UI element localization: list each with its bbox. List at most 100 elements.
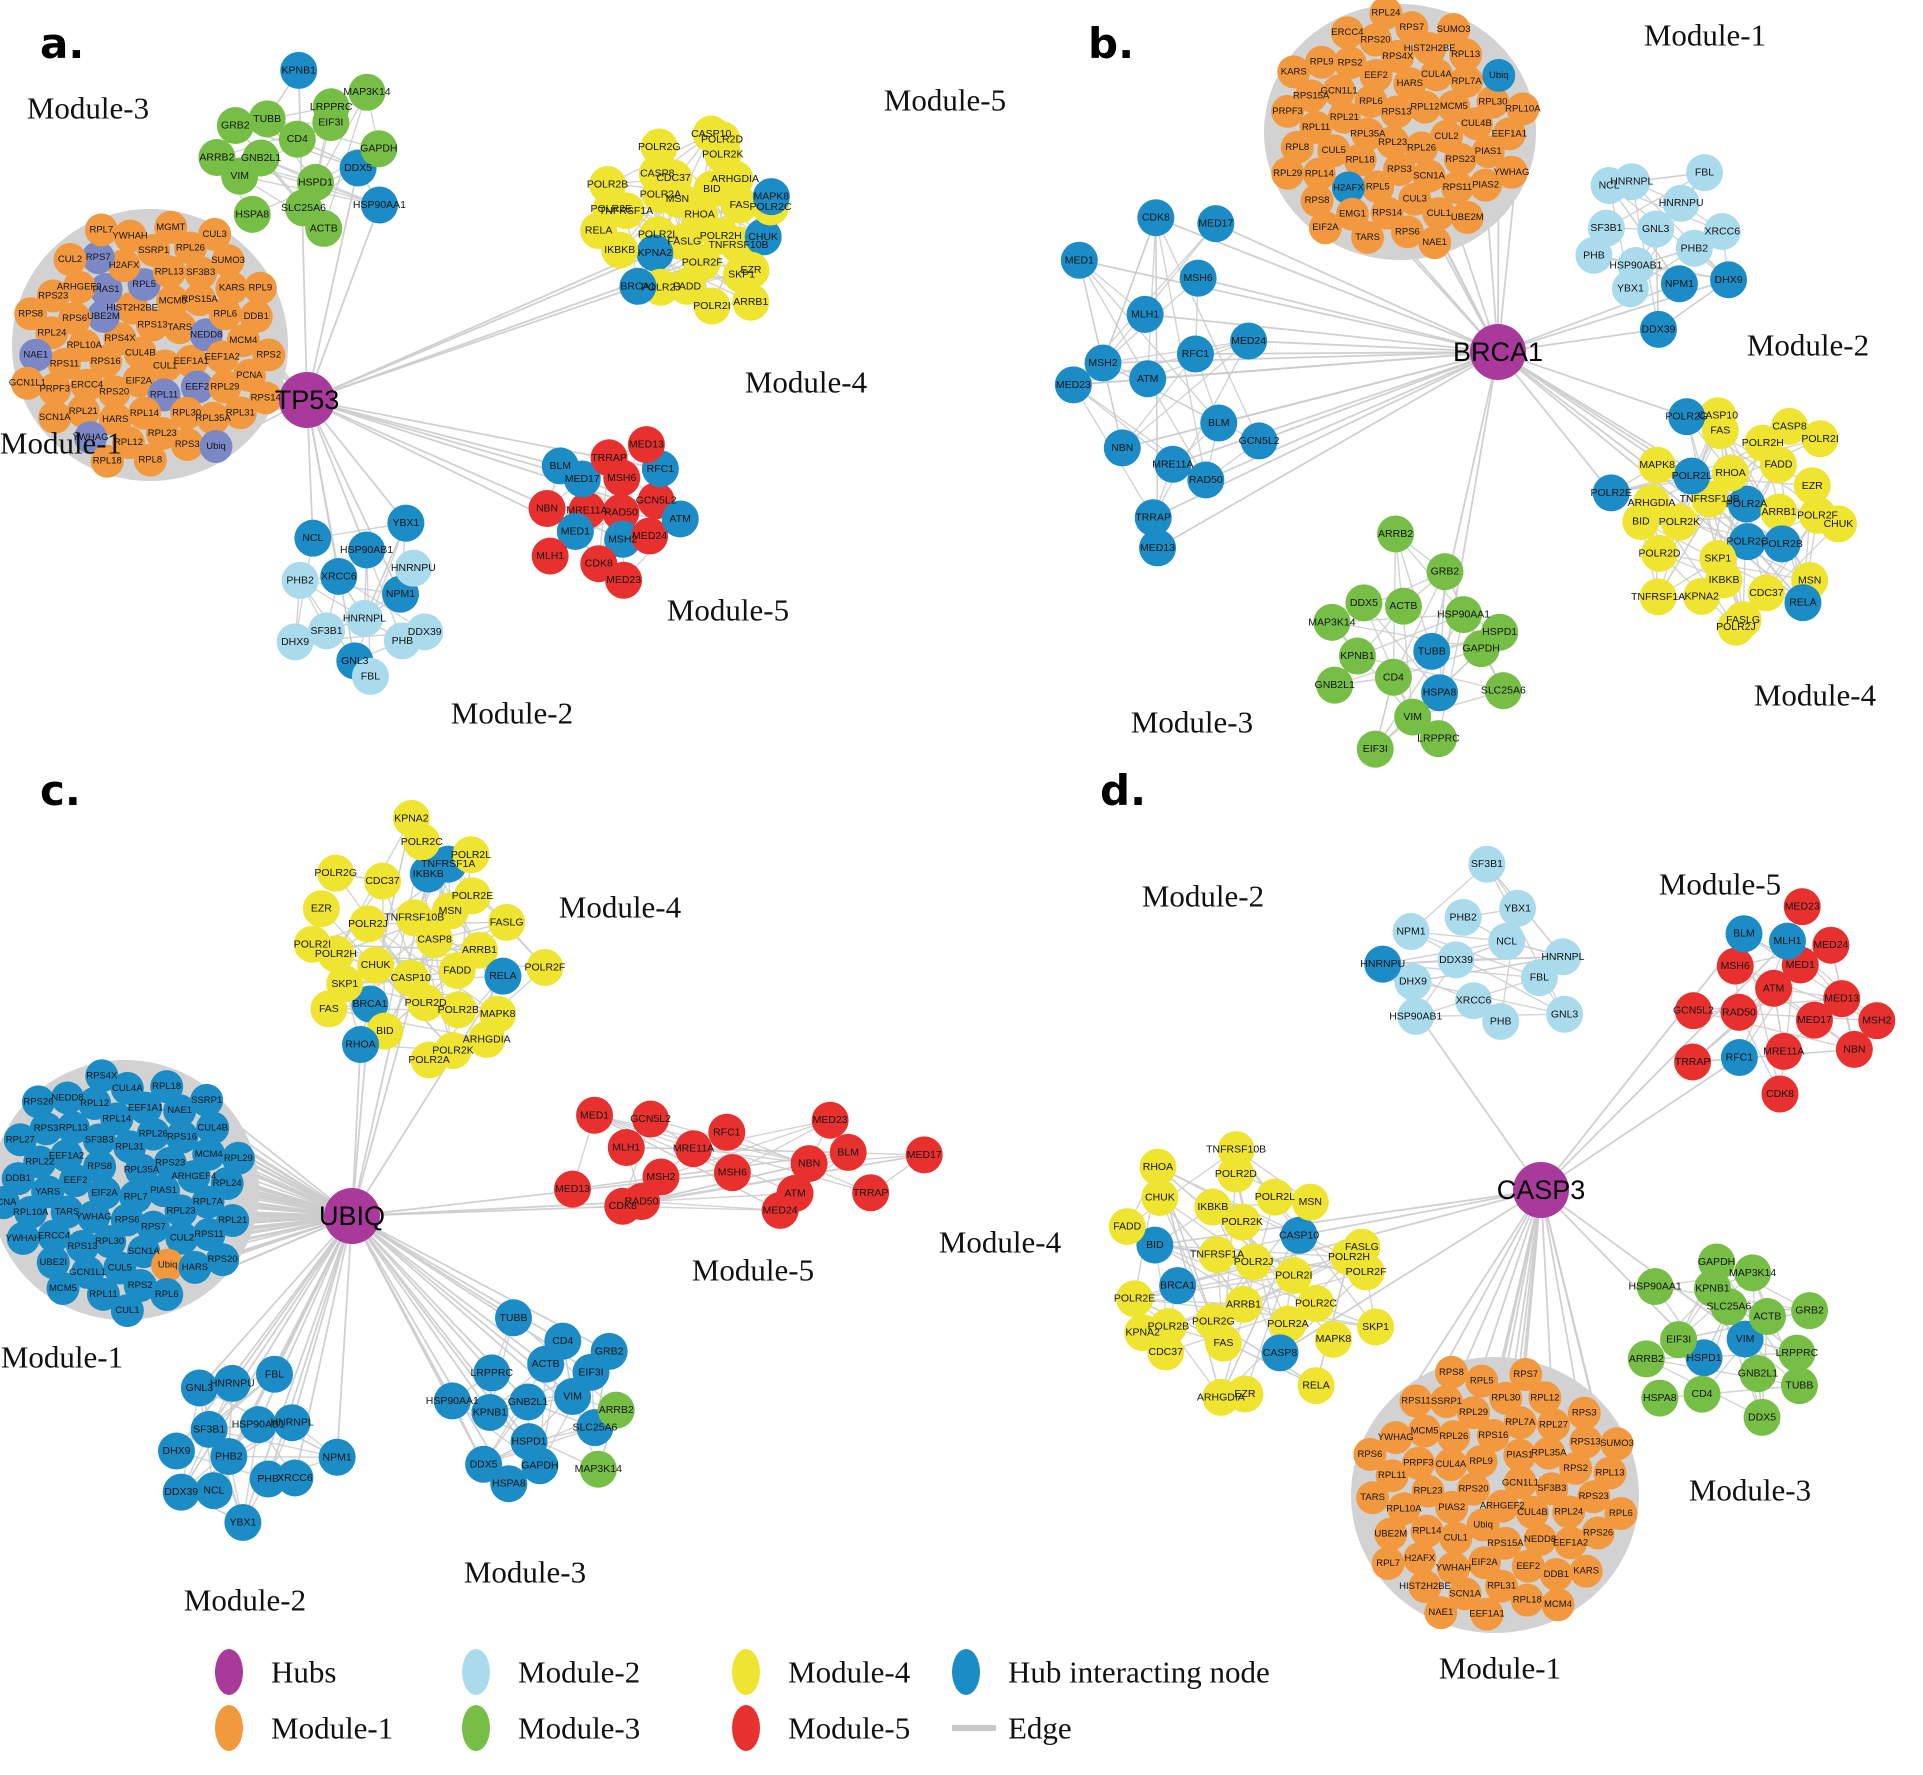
node-YWHAG[interactable] (74, 421, 108, 455)
node-PRPF3[interactable] (38, 372, 72, 406)
node-RPS2[interactable] (252, 338, 286, 372)
node-RPL12[interactable] (1528, 1381, 1562, 1415)
node-TUBB[interactable] (495, 1299, 533, 1337)
node-HARS[interactable] (178, 1250, 212, 1284)
node-MAP3K14[interactable] (579, 1450, 617, 1488)
node-BLM[interactable] (541, 447, 579, 485)
node-YBX1[interactable] (1611, 270, 1649, 308)
node-RFC1[interactable] (1720, 1039, 1758, 1077)
node-KPNA2[interactable] (1683, 577, 1721, 615)
node-TNFRSF1A[interactable] (1198, 1236, 1236, 1274)
node-POLR2K[interactable] (1660, 503, 1698, 541)
node-RPS3[interactable] (1567, 1396, 1601, 1430)
node-POLR2E[interactable] (1592, 474, 1630, 512)
node-LRPPRC[interactable] (1778, 1334, 1816, 1372)
node-RPS8[interactable] (1434, 1355, 1468, 1389)
node-RPS23[interactable] (36, 279, 70, 313)
node-ARRB1[interactable] (1225, 1285, 1263, 1323)
node-CUL3[interactable] (198, 217, 232, 251)
node-GCN5L2[interactable] (1240, 422, 1278, 460)
node-RPL21[interactable] (66, 394, 100, 428)
node-GRB2[interactable] (216, 106, 254, 144)
node-EEF1A2[interactable] (50, 1139, 84, 1173)
node-HSP90AA1[interactable] (1445, 596, 1483, 634)
node-EEF1A1[interactable] (1492, 117, 1526, 151)
node-MED23[interactable] (1054, 366, 1092, 404)
node-RELA[interactable] (484, 957, 522, 995)
node-SSRP1[interactable] (1429, 1385, 1463, 1419)
node-KPNA2[interactable] (1124, 1314, 1162, 1352)
node-H2AFX[interactable] (1331, 171, 1365, 205)
node-DDX39[interactable] (162, 1473, 200, 1511)
node-UBE2M[interactable] (1374, 1517, 1408, 1551)
node-RPL6[interactable] (208, 297, 242, 331)
node-SKP1[interactable] (1357, 1308, 1395, 1346)
node-POLR2J[interactable] (1235, 1243, 1273, 1281)
node-MRE11A[interactable] (1765, 1032, 1803, 1070)
node-GNB2L1[interactable] (509, 1383, 547, 1421)
node-XRCC6[interactable] (1455, 982, 1493, 1020)
node-MED24[interactable] (761, 1191, 799, 1229)
node-HNRNPL[interactable] (345, 599, 383, 637)
node-POLR2B[interactable] (1763, 525, 1801, 563)
node-DDB1[interactable] (239, 300, 273, 334)
node-HARS[interactable] (1393, 67, 1427, 101)
node-EIF3I[interactable] (1356, 730, 1394, 768)
node-HSPA8[interactable] (490, 1465, 528, 1503)
node-TARS[interactable] (1351, 220, 1385, 254)
node-FADD[interactable] (1108, 1208, 1146, 1246)
node-RPL13[interactable] (56, 1111, 90, 1145)
node-BLM[interactable] (1725, 915, 1763, 953)
node-PHB2[interactable] (1444, 898, 1482, 936)
node-RPL35A[interactable] (1532, 1436, 1566, 1470)
node-POLR2L[interactable] (1673, 457, 1711, 495)
node-POLR2D[interactable] (407, 984, 445, 1022)
node-RELA[interactable] (1297, 1367, 1335, 1405)
node-RPL18[interactable] (1343, 143, 1377, 177)
node-POLR2L[interactable] (1256, 1178, 1294, 1216)
node-RPL29[interactable] (1457, 1396, 1491, 1430)
node-NEDD8[interactable] (51, 1081, 85, 1115)
node-TRRAP[interactable] (852, 1174, 890, 1212)
node-ARHGDIA[interactable] (468, 1021, 506, 1059)
node-CUL1[interactable] (148, 349, 182, 383)
node-SCN1A[interactable] (1448, 1577, 1482, 1611)
node-ARRB1[interactable] (732, 283, 770, 321)
node-DHX9[interactable] (1710, 261, 1748, 299)
hub-UBIQ[interactable] (324, 1188, 380, 1244)
node-RPS13[interactable] (1380, 95, 1414, 129)
node-Ubiq[interactable] (151, 1248, 185, 1282)
node-PHB2[interactable] (1675, 229, 1713, 267)
node-ACTB[interactable] (305, 209, 343, 247)
node-RPL26[interactable] (136, 1117, 170, 1151)
node-RPS7[interactable] (1395, 11, 1429, 45)
node-POLR2C[interactable] (1728, 523, 1766, 561)
node-RPL7[interactable] (84, 213, 118, 247)
node-CDK8[interactable] (1761, 1075, 1799, 1113)
node-YBX1[interactable] (224, 1503, 262, 1541)
node-PRPF3[interactable] (1401, 1446, 1435, 1480)
node-POLR2G[interactable] (640, 128, 678, 166)
node-RPL11[interactable] (1375, 1459, 1409, 1493)
node-UBE2M[interactable] (86, 299, 120, 333)
node-RPL35A[interactable] (1351, 117, 1385, 151)
node-RPL31[interactable] (1485, 1569, 1519, 1603)
node-CD4[interactable] (544, 1322, 582, 1360)
node-UBE2I[interactable] (36, 1245, 70, 1279)
node-Ubiq[interactable] (199, 430, 233, 464)
node-SF3B1[interactable] (308, 612, 346, 650)
node-CUL4A[interactable] (1419, 58, 1453, 92)
node-RPL12[interactable] (78, 1087, 112, 1121)
node-RPS20[interactable] (1358, 23, 1392, 57)
node-YWHAG[interactable] (1379, 1421, 1413, 1455)
node-CASP8[interactable] (638, 155, 676, 193)
node-EIF2A[interactable] (122, 364, 156, 398)
node-ATM[interactable] (661, 500, 699, 538)
node-NBN[interactable] (1835, 1030, 1873, 1068)
node-HSPA8[interactable] (233, 195, 271, 233)
node-PRPF3[interactable] (1271, 94, 1305, 128)
node-YBX1[interactable] (387, 504, 425, 542)
node-CHUK[interactable] (1141, 1178, 1179, 1216)
node-SF3B1[interactable] (190, 1410, 228, 1448)
node-CHUK[interactable] (1819, 505, 1857, 543)
